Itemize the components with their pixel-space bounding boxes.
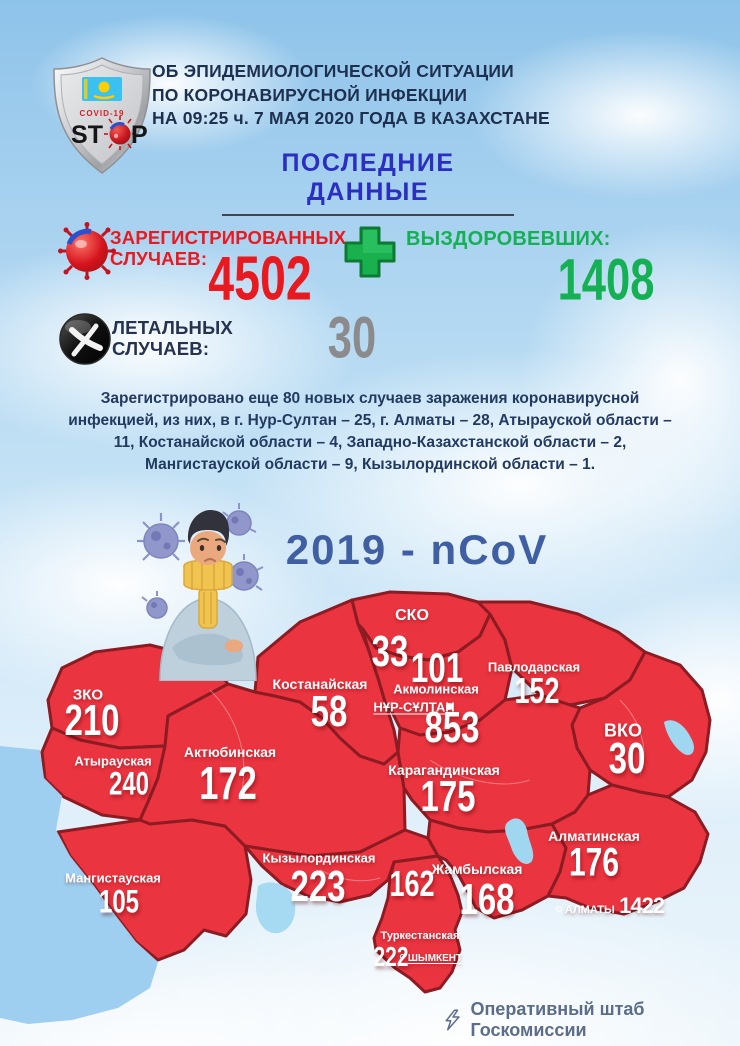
- map-value-pavlodar: 152: [514, 670, 560, 711]
- map-value-kostanay: 58: [310, 687, 348, 736]
- map-label-akmola: Акмолинская: [393, 681, 479, 697]
- title-line-3: НА 09:25 ч. 7 МАЯ 2020 ГОДА В КАЗАХСТАНЕ: [152, 108, 550, 128]
- registered-cases-value: 4502: [208, 244, 312, 314]
- region-karaganda: [396, 693, 592, 834]
- virus-o-icon: [104, 116, 136, 150]
- death-cases-label: ЛЕТАЛЬНЫХ СЛУЧАЕВ:: [112, 317, 233, 360]
- map-label-zko: ЗКО: [72, 686, 104, 704]
- cloud-decoration: [470, 30, 740, 200]
- map-value-karaganda: 175: [420, 772, 476, 821]
- almaty-ring: [555, 905, 562, 912]
- title-line-1: ОБ ЭПИДЕМИОЛОГИЧЕСКОЙ СИТУАЦИИ: [152, 61, 514, 81]
- lake-balkhash: [505, 818, 534, 865]
- map-label-zhambyl: Жамбылская: [431, 861, 523, 877]
- map-label-sko: СКО: [395, 607, 429, 624]
- map-value-atyrau: 240: [108, 765, 150, 802]
- map-value-akmola: 101: [410, 644, 464, 691]
- map-label-mangystau: Мангистауская: [65, 870, 161, 886]
- aral-sea: [255, 882, 296, 934]
- virus-name-caption: 2019 - nCoV: [285, 526, 549, 573]
- map-city-shymkent: ШЫМКЕНТ: [399, 948, 463, 966]
- map-label-vko: ВКО: [604, 720, 642, 741]
- stop-covid-shield-logo: COVID-19 ST P: [53, 57, 151, 174]
- map-value-shymkent: 162: [389, 863, 435, 904]
- shymkent-ring: [399, 954, 405, 960]
- svg-text:P: P: [131, 121, 148, 149]
- map-value-almaty-oblast: 176: [568, 840, 620, 885]
- person-figure: [159, 510, 257, 681]
- death-cases-value: 30: [327, 305, 377, 371]
- lake-zaysan: [664, 720, 695, 756]
- map-label-karaganda: Карагандинская: [388, 762, 500, 778]
- cloud-decoration: [520, 220, 740, 540]
- map-value-vko: 30: [608, 734, 646, 783]
- plus-icon: [344, 226, 396, 278]
- map-value-almaty: 1422: [619, 893, 665, 918]
- virus-particles: [137, 503, 264, 619]
- svg-text:ST: ST: [71, 121, 103, 149]
- latest-data-heading: ПОСЛЕДНИЕ ДАННЫЕ: [222, 149, 514, 216]
- map-label-atyrau: Атырауская: [74, 753, 152, 769]
- map-label-pavlodar: Павлодарская: [487, 659, 581, 675]
- map-label-kostanay: Костанайская: [272, 676, 368, 692]
- covid19-badge-text: COVID-19: [80, 109, 125, 118]
- footer-label: Оперативный штаб Госкомиссии: [470, 999, 645, 1040]
- caspian-sea: [0, 746, 158, 1024]
- map-value-mangystau: 105: [98, 883, 140, 920]
- title-line-2: ПО КОРОНАВИРУСНОЙ ИНФЕКЦИИ: [152, 84, 468, 105]
- lightning-icon: [445, 1009, 460, 1031]
- map-label-turkestan: Туркестанская: [380, 930, 460, 942]
- almaty-city-name: АЛМАТЫ: [564, 904, 615, 916]
- new-cases-paragraph: Зарегистрировано еще 80 новых случаев за…: [68, 390, 672, 473]
- map-label-almaty-oblast: Алматинская: [548, 828, 640, 844]
- recovered-label: ВЫЗДОРОВЕВШИХ:: [406, 228, 611, 250]
- map-value-zhambyl: 168: [459, 875, 515, 924]
- region-turkestan: [372, 854, 464, 994]
- sick-person-illustration: [137, 503, 264, 681]
- kazakhstan-flag: [82, 77, 122, 101]
- virus-icon: [58, 222, 116, 280]
- map-value-zko: 210: [64, 696, 120, 745]
- water-bodies: [0, 720, 695, 1024]
- recovered-value: 1408: [557, 247, 655, 313]
- map-value-aktobe: 172: [199, 757, 257, 809]
- registered-cases-label: ЗАРЕГИСТРИРОВАННЫХ СЛУЧАЕВ:: [110, 227, 347, 270]
- region-almaty-oblast: [546, 783, 710, 916]
- stop-text: ST P: [71, 116, 148, 150]
- shymkent-city-name: ШЫМКЕНТ: [407, 953, 463, 964]
- map-value-sko: 33: [371, 627, 409, 676]
- map-label-aktobe: Актюбинская: [183, 744, 277, 760]
- nur-sultan-dot: [446, 703, 453, 710]
- map-city-nur-sultan: НҰР-СҰЛТАН: [373, 699, 455, 715]
- latest-data-label: ПОСЛЕДНИЕ ДАННЫЕ: [281, 149, 455, 206]
- map-value-kyzylorda: 223: [290, 862, 346, 911]
- region-kostanay: [253, 598, 400, 766]
- footer: Оперативный штаб Госкомиссии: [444, 999, 740, 1041]
- death-cases-icon: [59, 313, 111, 365]
- map-value-nur-sultan: 853: [424, 703, 480, 752]
- page-title: ОБ ЭПИДЕМИОЛОГИЧЕСКОЙ СИТУАЦИИ ПО КОРОНА…: [152, 60, 572, 131]
- map-label-kyzylorda: Кызылординская: [262, 850, 376, 866]
- map-city-almaty: АЛМАТЫ 1422: [555, 893, 665, 919]
